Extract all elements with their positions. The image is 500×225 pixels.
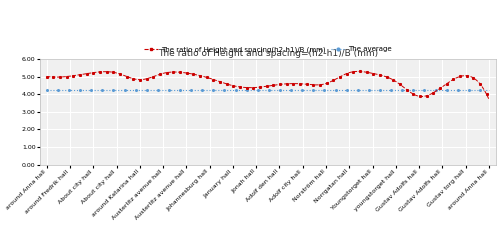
Legend: The ratio of Height and spacing(h2-h1)/B (mm), The average: The ratio of Height and spacing(h2-h1)/B…	[142, 43, 394, 55]
Title: The ratio of Height and spacing=(h2-h1)/B (mm): The ratio of Height and spacing=(h2-h1)/…	[158, 49, 378, 58]
